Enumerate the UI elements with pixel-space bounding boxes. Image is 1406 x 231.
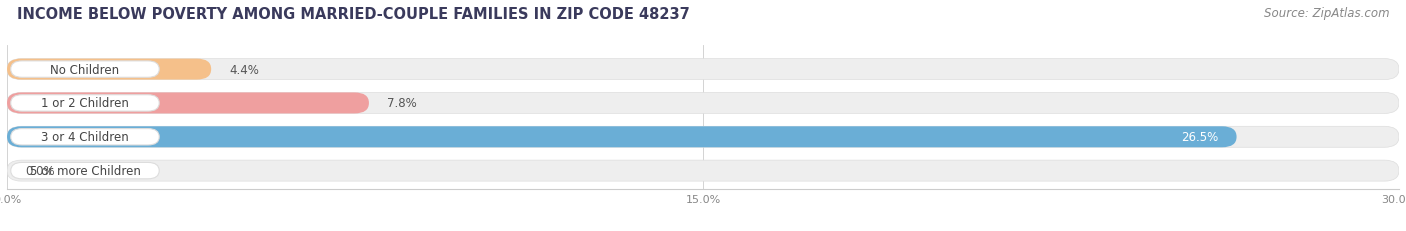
- Text: 26.5%: 26.5%: [1181, 131, 1218, 144]
- Text: 1 or 2 Children: 1 or 2 Children: [41, 97, 129, 110]
- Text: 3 or 4 Children: 3 or 4 Children: [41, 131, 129, 144]
- FancyBboxPatch shape: [7, 127, 1399, 148]
- Text: No Children: No Children: [51, 63, 120, 76]
- FancyBboxPatch shape: [7, 93, 1399, 114]
- FancyBboxPatch shape: [11, 95, 159, 112]
- FancyBboxPatch shape: [11, 129, 159, 145]
- FancyBboxPatch shape: [7, 161, 1399, 181]
- Text: Source: ZipAtlas.com: Source: ZipAtlas.com: [1264, 7, 1389, 20]
- Text: 0.0%: 0.0%: [25, 164, 55, 177]
- FancyBboxPatch shape: [7, 59, 1399, 80]
- Text: 7.8%: 7.8%: [388, 97, 418, 110]
- FancyBboxPatch shape: [7, 93, 368, 114]
- Text: 5 or more Children: 5 or more Children: [30, 164, 141, 177]
- Text: 4.4%: 4.4%: [229, 63, 260, 76]
- FancyBboxPatch shape: [7, 127, 1237, 148]
- FancyBboxPatch shape: [11, 62, 159, 78]
- FancyBboxPatch shape: [7, 59, 211, 80]
- Text: INCOME BELOW POVERTY AMONG MARRIED-COUPLE FAMILIES IN ZIP CODE 48237: INCOME BELOW POVERTY AMONG MARRIED-COUPL…: [17, 7, 689, 22]
- FancyBboxPatch shape: [11, 163, 159, 179]
